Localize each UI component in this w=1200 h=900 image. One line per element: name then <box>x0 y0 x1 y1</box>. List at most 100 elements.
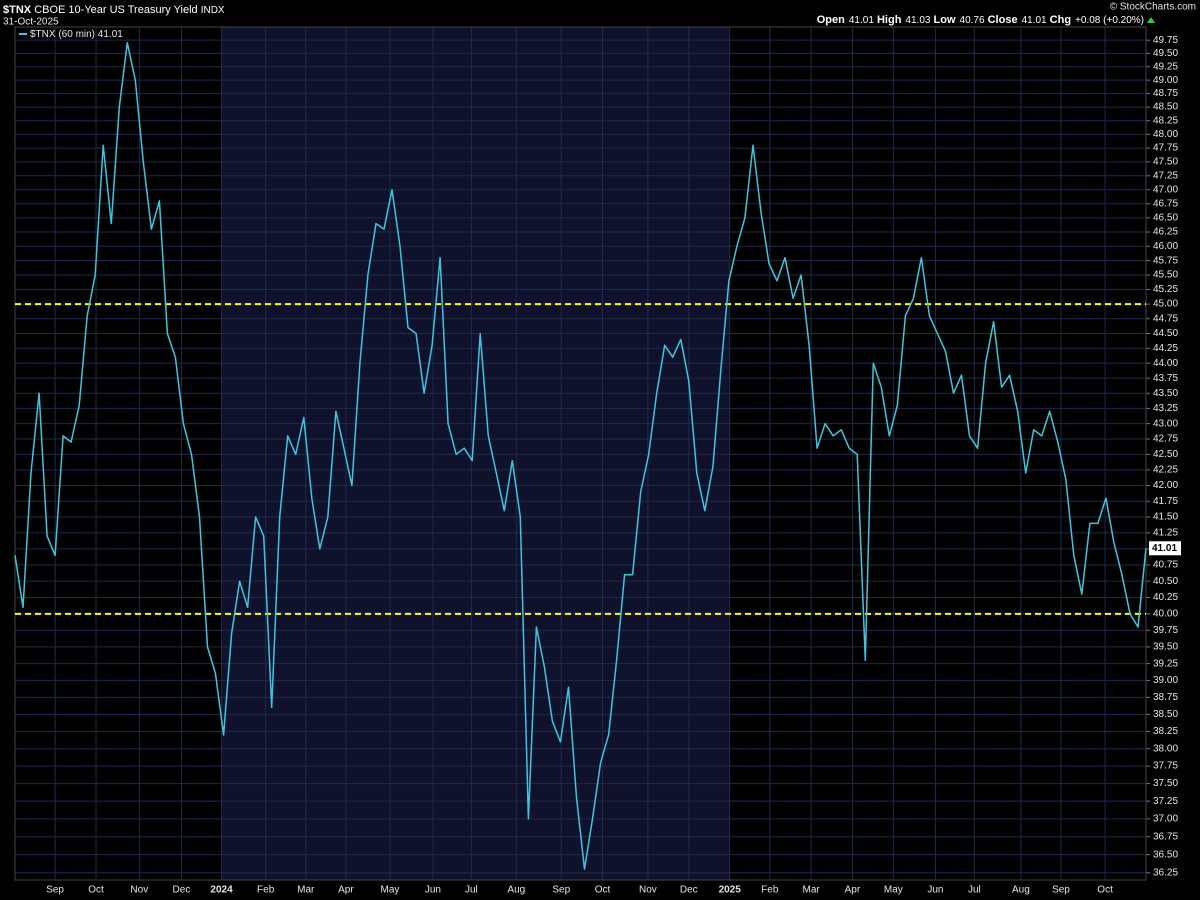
y-tick-label: 44.75 <box>1153 313 1178 324</box>
y-tick-label: 37.50 <box>1153 778 1178 789</box>
y-tick-label: 49.50 <box>1153 48 1178 59</box>
x-tick-label: Feb <box>257 885 275 896</box>
watermark: © StockCharts.com <box>1110 2 1196 13</box>
y-tick-label: 41.75 <box>1153 496 1178 507</box>
quote-label: Open <box>817 14 845 26</box>
y-tick-label: 47.50 <box>1153 157 1178 168</box>
x-tick-label: Mar <box>802 885 820 896</box>
y-tick-label: 42.50 <box>1153 449 1178 460</box>
year-band <box>221 27 730 880</box>
y-tick-label: 43.00 <box>1153 418 1178 429</box>
quote-label: Close <box>988 14 1018 26</box>
quote-label: Chg <box>1050 14 1071 26</box>
legend-name: $TNX (60 min) <box>30 29 95 40</box>
y-tick-label: 49.00 <box>1153 75 1178 86</box>
y-tick-label: 48.25 <box>1153 115 1178 126</box>
quote-label: High <box>877 14 902 26</box>
y-tick-label: 42.00 <box>1153 480 1178 491</box>
y-tick-label: 41.50 <box>1153 512 1178 523</box>
plot-border <box>14 26 1147 881</box>
y-tick-label: 45.50 <box>1153 270 1178 281</box>
x-tick-label: Oct <box>595 885 611 896</box>
y-tick-label: 44.00 <box>1153 358 1178 369</box>
up-arrow <box>1147 17 1155 23</box>
quote-value: 41.01 <box>1022 15 1047 26</box>
plot-area: 36.25 36.50 36.75 37.00 37.25 37.50 37.75 38.00… <box>14 26 1181 896</box>
y-tick-label: 37.25 <box>1153 796 1178 807</box>
x-tick-label: 2024 <box>210 885 233 896</box>
y-tick-label: 39.75 <box>1153 625 1178 636</box>
y-tick-label: 40.50 <box>1153 576 1178 587</box>
y-tick-label: 38.50 <box>1153 709 1178 720</box>
x-tick-label: Oct <box>88 885 104 896</box>
y-tick-label: 44.25 <box>1153 343 1178 354</box>
x-tick-label: Apr <box>338 885 354 896</box>
x-tick-label: Sep <box>1052 885 1070 896</box>
quote-label: Low <box>934 14 956 26</box>
header: $TNX CBOE 10-Year US Treasury Yield INDX <box>3 4 225 16</box>
y-tick-label: 49.25 <box>1153 61 1178 72</box>
y-tick-label: 46.00 <box>1153 241 1178 252</box>
y-tick-label: 47.00 <box>1153 184 1178 195</box>
y-tick-label: 38.75 <box>1153 692 1178 703</box>
legend: $TNX (60 min) 41.01 <box>30 29 123 40</box>
last-value-box <box>1149 541 1181 556</box>
y-tick-label: 43.25 <box>1153 403 1178 414</box>
y-tick-label: 38.25 <box>1153 726 1178 737</box>
x-tick-label: Aug <box>1012 885 1030 896</box>
x-tick-label: Aug <box>507 885 525 896</box>
x-tick-label: Jul <box>968 885 981 896</box>
y-tick-label: 47.75 <box>1153 143 1178 154</box>
date: 31-Oct-2025 <box>3 17 59 28</box>
y-tick-label: 42.25 <box>1153 465 1178 476</box>
y-tick-label: 36.25 <box>1153 867 1178 878</box>
y-tick-label: 46.25 <box>1153 227 1178 238</box>
x-tick-label: Oct <box>1097 885 1113 896</box>
quote-value: 41.03 <box>905 15 930 26</box>
x-tick-label: Sep <box>46 885 64 896</box>
quote-value: 41.01 <box>849 15 874 26</box>
legend-value: 41.01 <box>98 29 123 40</box>
y-tick-label: 38.00 <box>1153 743 1178 754</box>
x-tick-label: Jun <box>927 885 943 896</box>
x-tick-label: Jun <box>425 885 441 896</box>
x-tick-label: 2025 <box>719 885 742 896</box>
x-tick-label: Nov <box>130 885 148 896</box>
y-tick-label: 37.75 <box>1153 761 1178 772</box>
y-tick-label: 40.75 <box>1153 560 1178 571</box>
y-tick-label: 45.75 <box>1153 255 1178 266</box>
x-tick-label: Feb <box>761 885 779 896</box>
y-tick-label: 48.50 <box>1153 102 1178 113</box>
exchange: INDX <box>201 5 225 16</box>
x-tick-label: Dec <box>173 885 191 896</box>
y-tick-label: 45.25 <box>1153 284 1178 295</box>
y-tick-label: 49.75 <box>1153 35 1178 46</box>
last-value-label: 41.01 <box>1152 543 1177 554</box>
y-tick-label: 43.75 <box>1153 373 1178 384</box>
y-tick-label: 40.00 <box>1153 608 1178 619</box>
y-tick-label: 46.75 <box>1153 198 1178 209</box>
y-tick-label: 36.75 <box>1153 831 1178 842</box>
y-tick-label: 39.00 <box>1153 675 1178 686</box>
x-tick-label: Mar <box>297 885 315 896</box>
x-tick-label: May <box>884 885 903 896</box>
y-tick-label: 39.50 <box>1153 642 1178 653</box>
y-tick-label: 40.25 <box>1153 592 1178 603</box>
y-tick-label: 46.50 <box>1153 212 1178 223</box>
quote-value: 40.76 <box>960 15 985 26</box>
x-tick-label: Sep <box>552 885 570 896</box>
y-tick-label: 48.75 <box>1153 88 1178 99</box>
y-tick-label: 42.75 <box>1153 434 1178 445</box>
x-tick-label: Jul <box>465 885 478 896</box>
price-line <box>14 42 1147 870</box>
y-tick-label: 39.25 <box>1153 658 1178 669</box>
x-tick-label: Nov <box>639 885 657 896</box>
x-tick-label: Apr <box>845 885 861 896</box>
symbol: $TNX <box>3 4 32 16</box>
quote: Open 41.01 High 41.03 Low 40.76 Close 41.01 … <box>817 14 1144 26</box>
y-tick-label: 43.50 <box>1153 388 1178 399</box>
y-tick-label: 48.00 <box>1153 129 1178 140</box>
quote-value: +0.08 (+0.20%) <box>1075 15 1144 26</box>
y-tick-label: 37.00 <box>1153 814 1178 825</box>
